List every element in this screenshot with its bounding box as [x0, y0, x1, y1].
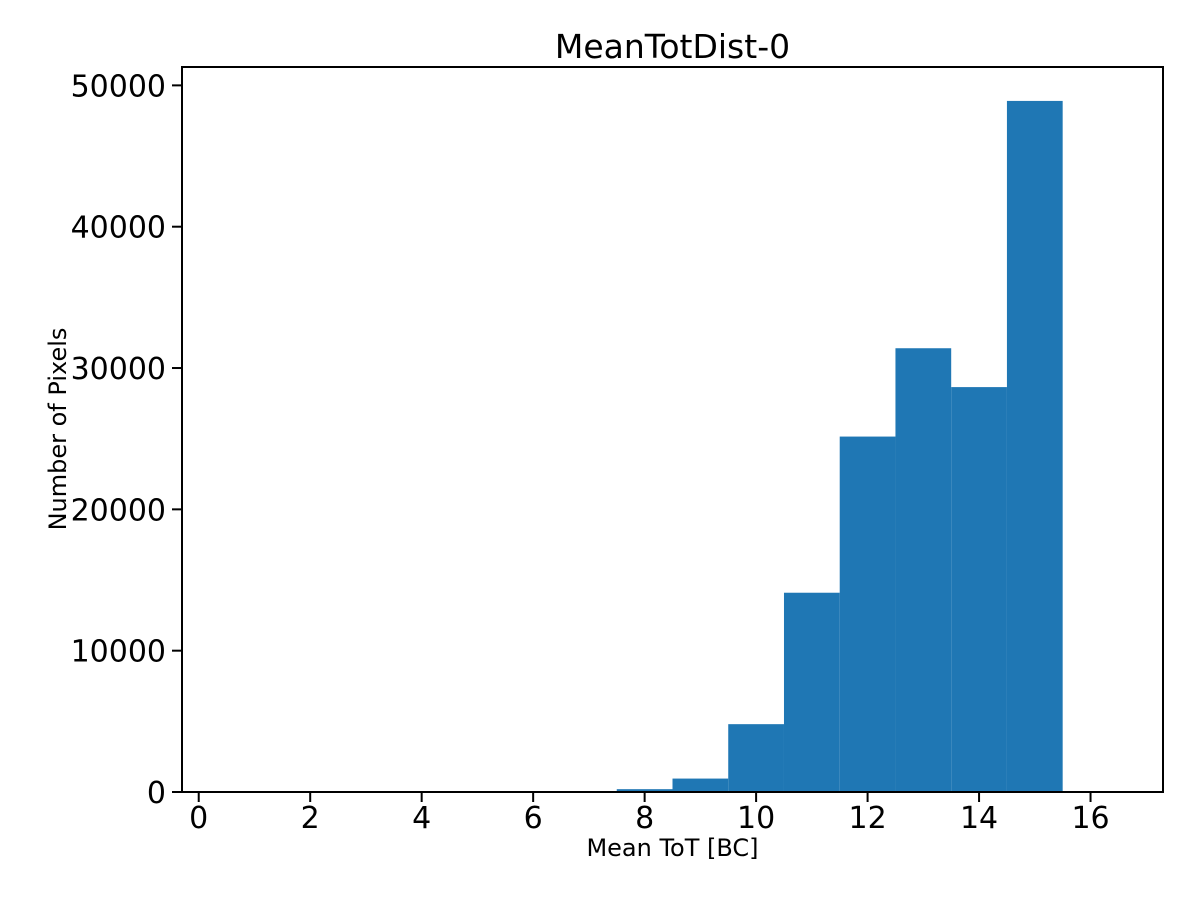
y-axis-label: Number of Pixels	[44, 327, 72, 531]
histogram-bar	[783, 592, 840, 792]
x-tick-label: 4	[412, 801, 431, 836]
y-tick-label: 20000	[71, 493, 166, 528]
histogram-bar	[951, 387, 1007, 792]
x-axis-label: Mean ToT [BC]	[586, 834, 759, 862]
axes-frame	[181, 66, 1164, 793]
histogram-bar	[672, 778, 729, 792]
y-tick-label: 0	[147, 776, 166, 811]
x-tick-label: 6	[524, 801, 543, 836]
y-tick-label: 10000	[71, 635, 166, 670]
x-tick-label: 12	[848, 801, 886, 836]
histogram-bar	[895, 348, 952, 792]
x-tick-label: 2	[301, 801, 320, 836]
y-tick-label: 50000	[71, 69, 166, 104]
x-tick-label: 14	[960, 801, 998, 836]
y-tick-label: 40000	[71, 211, 166, 246]
histogram-bar	[728, 724, 784, 792]
histogram-bar	[839, 436, 896, 792]
y-tick-label: 30000	[71, 352, 166, 387]
x-tick-label: 10	[737, 801, 775, 836]
chart-title: MeanTotDist-0	[554, 27, 791, 66]
x-tick-label: 16	[1071, 801, 1109, 836]
histogram-bar	[616, 789, 673, 792]
x-tick-label: 8	[635, 801, 654, 836]
x-tick-label: 0	[189, 801, 208, 836]
histogram-bar	[1006, 100, 1063, 792]
